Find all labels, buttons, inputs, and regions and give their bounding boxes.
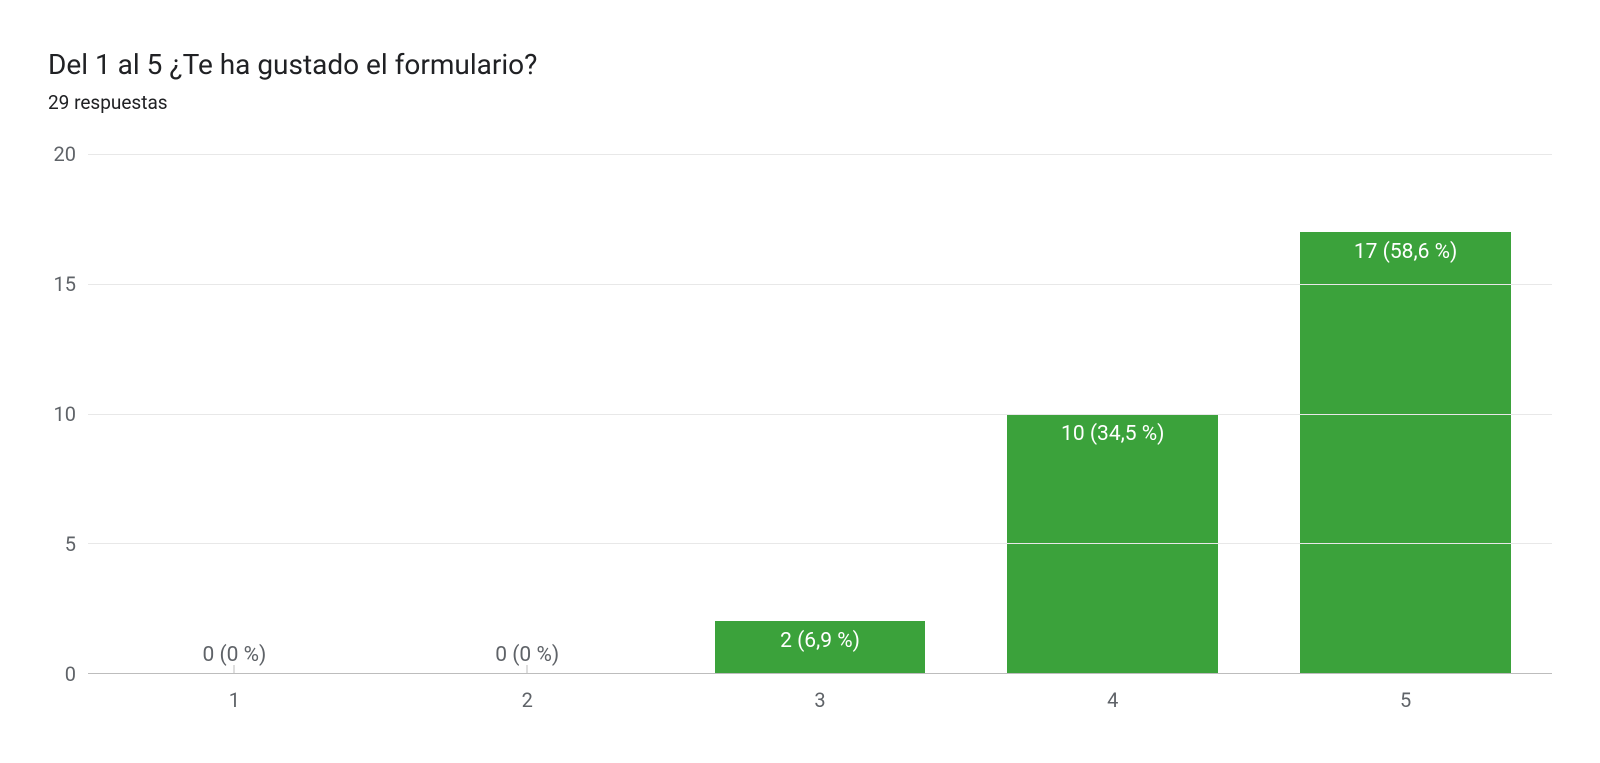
gridline xyxy=(88,414,1552,415)
chart-container: Del 1 al 5 ¿Te ha gustado el formulario?… xyxy=(0,0,1600,763)
bar-value-label: 0 (0 %) xyxy=(202,643,266,667)
x-tick-label: 1 xyxy=(88,688,381,712)
bar: 17 (58,6 %) xyxy=(1300,232,1511,673)
y-tick-label: 0 xyxy=(65,662,76,686)
x-tick-label: 2 xyxy=(381,688,674,712)
bar-value-label: 17 (58,6 %) xyxy=(1354,240,1457,264)
bar: 2 (6,9 %) xyxy=(715,621,926,673)
y-tick-label: 10 xyxy=(54,402,76,426)
bar-value-label: 10 (34,5 %) xyxy=(1061,422,1164,446)
x-tick-label: 5 xyxy=(1259,688,1552,712)
y-tick-label: 15 xyxy=(54,272,76,296)
y-tick-label: 5 xyxy=(65,532,76,556)
gridline xyxy=(88,543,1552,544)
gridline xyxy=(88,154,1552,155)
chart-title: Del 1 al 5 ¿Te ha gustado el formulario? xyxy=(48,48,1552,81)
y-axis: 05101520 xyxy=(48,154,88,674)
chart-subtitle: 29 respuestas xyxy=(48,91,1552,114)
x-tick-label: 3 xyxy=(674,688,967,712)
gridline xyxy=(88,284,1552,285)
plot-area: 0 (0 %) 0 (0 %) 2 (6,9 %) 10 (34,5 %) 17 (58… xyxy=(88,154,1552,674)
bar-value-label: 2 (6,9 %) xyxy=(780,629,860,653)
x-axis: 12345 xyxy=(88,688,1552,712)
y-tick-label: 20 xyxy=(54,142,76,166)
x-tick-label: 4 xyxy=(966,688,1259,712)
chart-area: 05101520 0 (0 %)0 (0 %)2 (6,9 %)10 (34,5… xyxy=(88,154,1552,674)
bar-value-label: 0 (0 %) xyxy=(495,643,559,667)
